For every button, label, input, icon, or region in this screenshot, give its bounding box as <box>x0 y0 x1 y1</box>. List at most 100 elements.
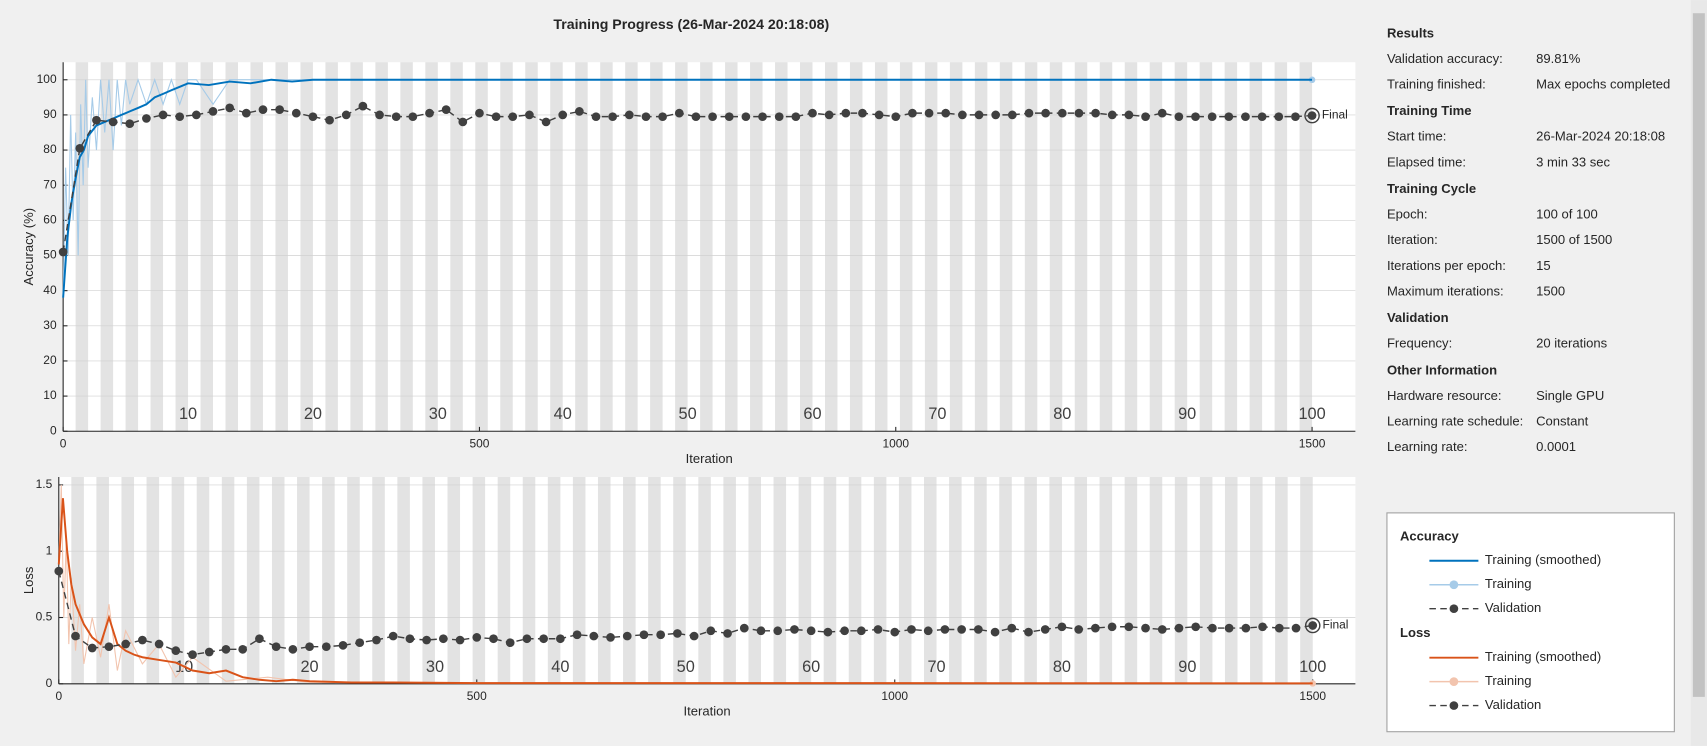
validation-point <box>405 634 415 644</box>
epoch-stripe <box>175 62 189 432</box>
validation-point <box>1124 622 1134 632</box>
info-label: Start time: <box>1387 129 1446 144</box>
x-tick-label: 0 <box>60 436 67 450</box>
final-marker <box>1304 107 1320 124</box>
scrollbar-thumb[interactable] <box>1692 13 1705 697</box>
epoch-stripe <box>750 62 763 432</box>
epoch-stripe <box>648 476 661 684</box>
validation-point <box>1007 623 1017 633</box>
epoch-stripe <box>874 62 888 432</box>
validation-point <box>890 627 900 637</box>
epoch-stripe <box>350 62 363 432</box>
epoch-stripe <box>347 476 360 684</box>
y-tick-label: 0 <box>50 423 57 437</box>
validation-point <box>773 626 783 636</box>
validation-point <box>275 105 284 114</box>
validation-point <box>54 566 64 576</box>
validation-point <box>991 110 1001 120</box>
validation-point <box>541 117 551 127</box>
validation-point <box>1107 622 1117 632</box>
validation-point <box>873 625 883 634</box>
epoch-label: 20 <box>304 405 322 423</box>
validation-point <box>724 112 734 122</box>
validation-point <box>1024 627 1033 637</box>
epoch-stripe <box>500 62 513 432</box>
validation-point <box>238 644 248 654</box>
validation-point <box>525 110 534 120</box>
legend-box <box>1386 512 1675 733</box>
epoch-stripe <box>848 476 862 684</box>
legend-dot <box>1449 677 1459 686</box>
validation-point <box>1040 625 1050 634</box>
epoch-label: 100 <box>1298 405 1325 423</box>
epoch-stripe <box>450 62 463 432</box>
epoch-stripe <box>773 476 787 684</box>
legend-dot <box>1449 580 1459 590</box>
epoch-stripe <box>425 62 438 432</box>
epoch-stripe <box>271 476 285 684</box>
validation-point <box>1307 111 1317 120</box>
validation-point <box>175 112 185 122</box>
validation-point <box>941 108 951 118</box>
y-tick-label: 1.5 <box>36 477 53 491</box>
validation-point <box>71 631 80 641</box>
epoch-stripe <box>1299 62 1313 432</box>
epoch-stripe <box>673 476 686 684</box>
validation-point <box>673 629 682 638</box>
epoch-stripe <box>974 476 987 684</box>
validation-point <box>142 114 151 123</box>
epoch-stripe <box>824 62 838 432</box>
validation-point <box>1241 623 1251 633</box>
validation-point <box>305 642 314 652</box>
x-tick-label: 1000 <box>882 436 909 450</box>
legend-label: Training <box>1485 673 1532 688</box>
validation-point <box>874 110 884 120</box>
x-tick-label: 1000 <box>881 689 908 703</box>
epoch-stripe <box>823 476 837 684</box>
validation-point <box>1174 112 1184 122</box>
validation-point <box>475 108 484 118</box>
validation-point <box>308 112 318 122</box>
validation-point <box>1257 112 1267 122</box>
epoch-label: 10 <box>179 405 197 423</box>
epoch-label: 70 <box>927 658 945 676</box>
epoch-stripe <box>700 62 713 432</box>
validation-point <box>556 634 565 644</box>
validation-point <box>990 627 1000 637</box>
last-point <box>1308 76 1316 84</box>
validation-point <box>87 643 97 653</box>
validation-point <box>658 112 667 122</box>
validation-point <box>1224 112 1234 122</box>
info-value: Constant <box>1536 413 1589 428</box>
validation-point <box>125 119 135 129</box>
validation-point <box>723 629 732 638</box>
epoch-stripe <box>572 476 586 684</box>
epoch-stripe <box>1099 476 1113 684</box>
epoch-stripe <box>447 476 461 684</box>
epoch-stripe <box>171 476 185 684</box>
epoch-label: 50 <box>677 658 695 676</box>
validation-point <box>138 635 147 645</box>
validation-point <box>606 633 615 642</box>
validation-point <box>375 110 384 120</box>
validation-point <box>204 647 214 657</box>
epoch-stripe <box>597 476 611 684</box>
validation-point <box>808 108 817 118</box>
validation-point <box>973 625 983 634</box>
x-axis-label: Iteration <box>686 451 733 466</box>
series-line <box>62 105 1313 253</box>
info-label: Iterations per epoch: <box>1387 258 1506 273</box>
section-title: Training Cycle <box>1387 181 1476 196</box>
info-value: 0.0001 <box>1536 439 1576 454</box>
epoch-stripe <box>1049 62 1063 432</box>
epoch-stripe <box>400 62 413 432</box>
final-marker <box>1304 617 1321 634</box>
legend-label: Validation <box>1485 697 1541 712</box>
info-label: Epoch: <box>1387 207 1428 222</box>
y-tick-label: 30 <box>43 318 57 332</box>
series-line <box>62 78 1313 298</box>
y-tick-label: 10 <box>43 388 57 402</box>
validation-point <box>441 105 451 114</box>
